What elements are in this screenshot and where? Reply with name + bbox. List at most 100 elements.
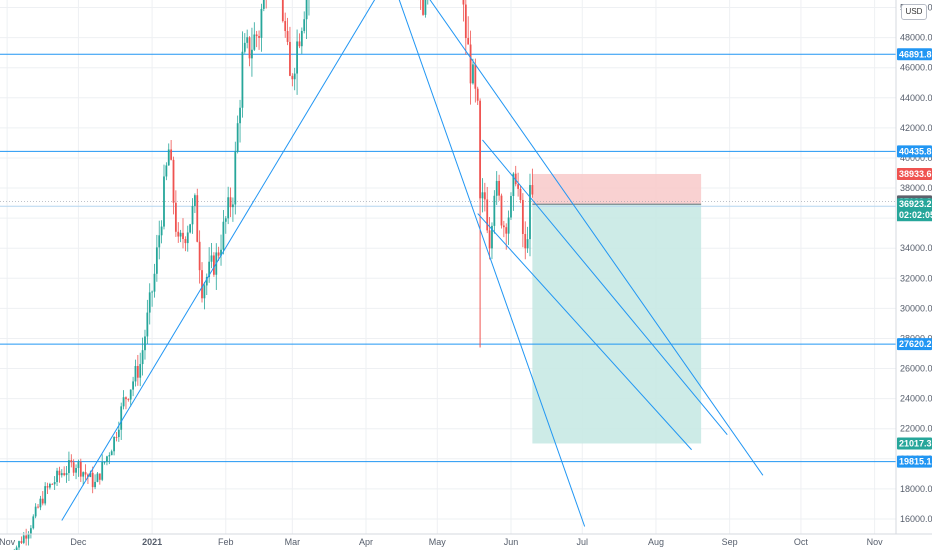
candle-body bbox=[258, 36, 260, 38]
entry-price-tag-bg bbox=[897, 198, 932, 211]
level-price-tag-bg bbox=[897, 455, 932, 468]
candle-body bbox=[72, 462, 75, 473]
x-tick-label: Sep bbox=[722, 537, 738, 547]
candle-body bbox=[103, 461, 106, 463]
candlestick-series bbox=[13, 0, 534, 550]
candle-body bbox=[212, 255, 215, 275]
candle-body bbox=[291, 75, 294, 80]
candle-body bbox=[203, 285, 206, 299]
candle-body bbox=[29, 528, 32, 535]
y-tick-label: 48000.0 bbox=[900, 33, 932, 43]
candle-body bbox=[41, 498, 44, 504]
candle-body bbox=[63, 473, 66, 476]
candle-body bbox=[155, 247, 158, 274]
candle-body bbox=[498, 180, 500, 196]
candle-body bbox=[469, 44, 472, 84]
candle-body bbox=[106, 456, 108, 462]
candle-body bbox=[227, 197, 230, 219]
candle-body bbox=[422, 0, 424, 15]
candle-body bbox=[220, 249, 222, 256]
candle-body bbox=[486, 199, 489, 231]
level-price-tag-bg bbox=[897, 338, 932, 351]
candle-body bbox=[148, 292, 151, 313]
bar-countdown: 02:02:05 bbox=[899, 210, 932, 220]
level-price-tag: 27620.2 bbox=[899, 339, 932, 349]
x-tick-label: Dec bbox=[70, 537, 87, 547]
candle-body bbox=[488, 230, 491, 249]
candle-body bbox=[186, 232, 189, 244]
candle-body bbox=[113, 437, 115, 452]
candle-body bbox=[108, 455, 111, 457]
candle-body bbox=[217, 252, 220, 256]
candle-body bbox=[20, 541, 23, 543]
candle-body bbox=[286, 31, 289, 42]
candle-body bbox=[146, 312, 149, 337]
candle-body bbox=[98, 473, 101, 480]
candle-body bbox=[196, 195, 199, 242]
candle-body bbox=[94, 481, 96, 488]
y-tick-label: 26000.0 bbox=[900, 364, 932, 374]
candle-body bbox=[526, 239, 529, 249]
candle-body bbox=[172, 159, 175, 203]
candle-body bbox=[177, 231, 180, 237]
y-tick-label: 42000.0 bbox=[900, 123, 932, 133]
candle-body bbox=[56, 470, 58, 483]
candle-body bbox=[87, 474, 89, 477]
stop-price-tag-bg bbox=[897, 167, 932, 180]
candle-body bbox=[134, 366, 137, 382]
entry-price-tag: 36923.2 bbox=[899, 199, 932, 209]
candle-body bbox=[136, 366, 139, 378]
candle-body bbox=[132, 381, 134, 390]
y-tick-label: 30000.0 bbox=[900, 303, 932, 313]
candle-body bbox=[82, 472, 85, 477]
stop-price-tag: 38933.6 bbox=[899, 169, 932, 179]
candle-body bbox=[160, 226, 163, 236]
candle-body bbox=[184, 239, 187, 244]
candle-body bbox=[234, 151, 237, 205]
candle-body bbox=[165, 165, 168, 177]
candle-body bbox=[158, 235, 161, 248]
level-price-tag: 46891.8 bbox=[899, 49, 932, 59]
level-price-tag: 40435.8 bbox=[899, 146, 932, 156]
currency-badge[interactable]: USD bbox=[901, 4, 927, 20]
candle-body bbox=[222, 221, 225, 250]
candle-body bbox=[531, 185, 534, 195]
candle-body bbox=[512, 173, 515, 197]
candle-body bbox=[58, 470, 61, 476]
price-tags: 46891.840435.827620.219815.138933.637109… bbox=[897, 48, 932, 468]
candle-body bbox=[510, 196, 512, 218]
candle-body bbox=[500, 195, 503, 226]
candle-body bbox=[120, 406, 123, 430]
candle-body bbox=[210, 255, 213, 262]
candle-body bbox=[472, 64, 474, 84]
candle-body bbox=[517, 184, 520, 189]
candle-body bbox=[51, 483, 54, 485]
trendline bbox=[482, 139, 728, 436]
position-zones bbox=[0, 173, 896, 444]
candle-body bbox=[519, 188, 522, 200]
candle-body bbox=[248, 37, 251, 59]
stop-loss-zone bbox=[532, 173, 702, 205]
candle-body bbox=[521, 199, 524, 234]
level-price-tag-bg bbox=[897, 145, 932, 158]
candle-body bbox=[89, 472, 92, 477]
trendline bbox=[61, 0, 376, 521]
candle-body bbox=[49, 483, 51, 488]
candle-body bbox=[224, 218, 227, 222]
candle-body bbox=[15, 547, 18, 550]
candle-body bbox=[502, 225, 505, 228]
candle-body bbox=[60, 473, 63, 476]
y-tick-label: 22000.0 bbox=[900, 424, 932, 434]
candle-body bbox=[514, 173, 517, 185]
trendline bbox=[429, 0, 764, 476]
candle-body bbox=[474, 64, 477, 89]
candle-body bbox=[303, 19, 306, 31]
candle-body bbox=[77, 462, 80, 469]
trendline bbox=[477, 213, 692, 451]
candle-body bbox=[232, 204, 234, 208]
candle-body bbox=[476, 88, 479, 101]
candle-body bbox=[289, 41, 291, 76]
candle-body bbox=[229, 197, 232, 208]
candle-body bbox=[25, 535, 28, 539]
